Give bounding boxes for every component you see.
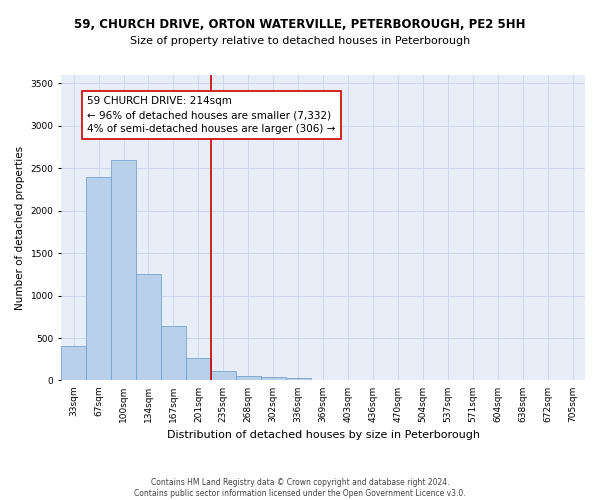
Bar	[161, 326, 186, 380]
Bar	[261, 376, 286, 380]
Bar	[186, 358, 211, 380]
Bar	[136, 274, 161, 380]
Bar	[86, 177, 111, 380]
Bar	[111, 160, 136, 380]
Text: Contains HM Land Registry data © Crown copyright and database right 2024.
Contai: Contains HM Land Registry data © Crown c…	[134, 478, 466, 498]
Bar	[211, 371, 236, 380]
X-axis label: Distribution of detached houses by size in Peterborough: Distribution of detached houses by size …	[167, 430, 479, 440]
Text: 59 CHURCH DRIVE: 214sqm
← 96% of detached houses are smaller (7,332)
4% of semi-: 59 CHURCH DRIVE: 214sqm ← 96% of detache…	[88, 96, 336, 134]
Bar	[61, 346, 86, 380]
Bar	[236, 376, 261, 380]
Text: 59, CHURCH DRIVE, ORTON WATERVILLE, PETERBOROUGH, PE2 5HH: 59, CHURCH DRIVE, ORTON WATERVILLE, PETE…	[74, 18, 526, 30]
Text: Size of property relative to detached houses in Peterborough: Size of property relative to detached ho…	[130, 36, 470, 46]
Bar	[286, 378, 311, 380]
Y-axis label: Number of detached properties: Number of detached properties	[15, 146, 25, 310]
